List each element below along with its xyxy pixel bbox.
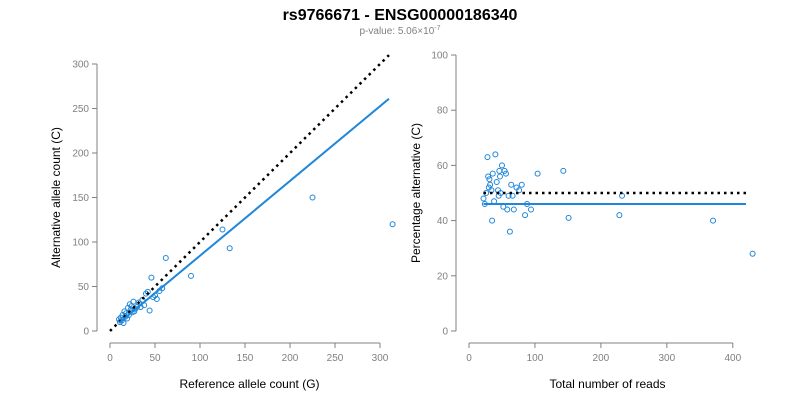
data-point: [522, 212, 529, 219]
data-point: [518, 181, 525, 188]
x-tick-label: 300: [659, 353, 676, 364]
y-tick-label: 80: [437, 106, 449, 117]
data-point: [565, 214, 572, 221]
y-tick-label: 0: [83, 327, 89, 338]
data-point: [506, 228, 513, 235]
x-tick-label: 200: [593, 353, 610, 364]
data-point: [616, 212, 623, 219]
y-axis-label: Percentage alternative (C): [409, 123, 423, 263]
data-point: [153, 295, 160, 302]
data-point: [484, 154, 491, 161]
data-point: [510, 206, 517, 213]
y-tick-label: 20: [437, 271, 449, 282]
data-point: [487, 181, 494, 188]
x-tick-label: 250: [327, 353, 344, 364]
y-tick-label: 60: [437, 161, 449, 172]
data-point: [489, 217, 496, 224]
data-point: [226, 245, 233, 252]
y-tick-label: 200: [72, 149, 89, 160]
data-point: [188, 272, 194, 279]
x-tick-label: 0: [466, 353, 472, 364]
data-point: [219, 226, 226, 233]
data-point: [498, 162, 505, 169]
x-axis-label: Reference allele count (G): [179, 377, 319, 391]
x-tick-label: 400: [724, 353, 741, 364]
data-point: [389, 221, 396, 228]
subtitle-exponent: -7: [434, 25, 440, 32]
data-point: [496, 173, 503, 180]
left-panel: 0 50 100 150 200 250 300 0 50 100 150 200 250 300 Refe…: [49, 54, 396, 391]
data-point: [486, 176, 493, 183]
data-point: [509, 192, 516, 199]
x-tick-label: 200: [282, 353, 299, 364]
data-point: [504, 206, 511, 213]
y-tick-label: 100: [72, 238, 89, 249]
data-point: [501, 167, 508, 174]
data-point: [560, 167, 567, 174]
data-point: [491, 198, 498, 205]
x-tick-label: 100: [527, 353, 544, 364]
data-point: [146, 307, 153, 314]
x-tick-label: 150: [237, 353, 254, 364]
right-panel: 0 20 40 60 80 100 0 100 200 300 400 Total number of…: [409, 51, 756, 391]
data-point: [516, 187, 523, 194]
x-tick-label: 100: [192, 353, 209, 364]
reference-line: [109, 54, 390, 332]
subtitle-pvalue: p-value: 5.06×10: [359, 26, 434, 37]
data-point: [534, 170, 541, 177]
chart-title: rs9766671 - ENSG00000186340: [283, 7, 518, 24]
x-tick-label: 0: [107, 353, 113, 364]
data-point: [496, 167, 503, 174]
data-point: [309, 194, 316, 201]
data-point: [493, 178, 500, 185]
data-point: [749, 250, 756, 257]
data-point: [148, 274, 155, 281]
data-point: [489, 170, 496, 177]
data-point: [710, 217, 717, 224]
y-tick-label: 300: [72, 60, 89, 71]
y-tick-label: 50: [78, 282, 90, 293]
data-point: [162, 255, 169, 262]
x-axis-label: Total number of reads: [549, 377, 665, 391]
data-point: [508, 181, 515, 188]
data-point: [485, 173, 492, 180]
chart-subtitle: p-value: 5.06×10-7: [359, 25, 440, 37]
data-point: [130, 298, 137, 305]
data-point: [502, 170, 509, 177]
y-tick-label: 40: [437, 216, 449, 227]
y-tick-label: 100: [431, 51, 448, 62]
y-tick-label: 0: [442, 327, 448, 338]
y-tick-label: 250: [72, 104, 89, 115]
data-point: [505, 192, 512, 199]
y-axis-label: Alternative allele count (C): [49, 127, 63, 268]
data-point: [480, 195, 487, 202]
data-point: [527, 206, 534, 213]
fit-line: [118, 97, 390, 324]
data-point: [492, 151, 499, 158]
y-tick-label: 150: [72, 193, 89, 204]
x-tick-label: 50: [149, 353, 161, 364]
x-tick-label: 300: [372, 353, 389, 364]
